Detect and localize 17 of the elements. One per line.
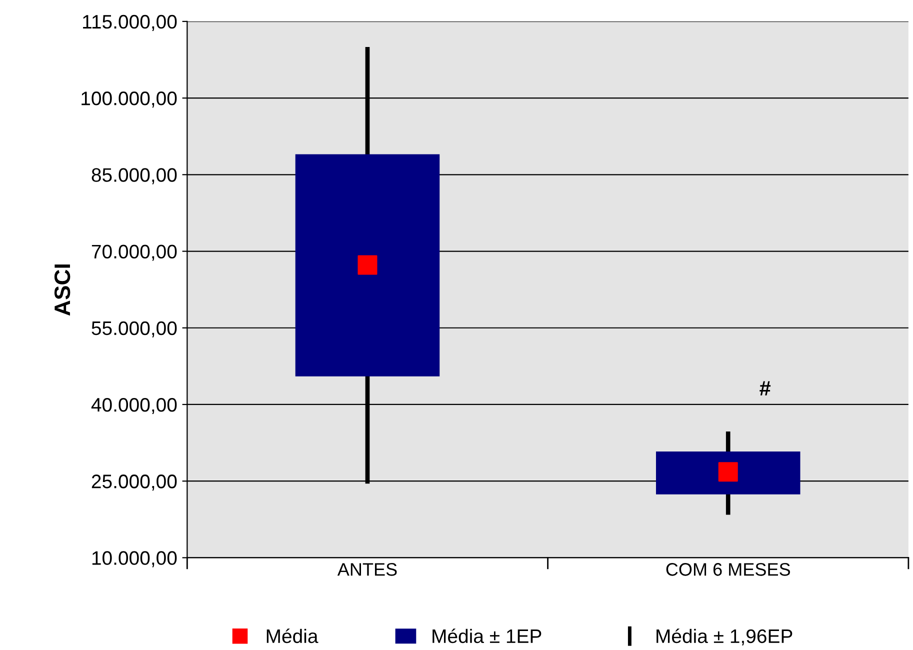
legend-label: Média ± 1EP bbox=[432, 628, 542, 644]
y-tick-label: 40.000,00 bbox=[91, 398, 177, 414]
y-tick-label: 100.000,00 bbox=[82, 92, 177, 108]
y-tick-label: 115.000,00 bbox=[83, 14, 177, 31]
bar bbox=[656, 451, 800, 494]
y-tick-label: 25.000,00 bbox=[92, 474, 177, 491]
y-tick-label: 55.000,00 bbox=[92, 321, 177, 338]
y-tick-label: 70.000,00 bbox=[92, 244, 177, 261]
legend-label: Média ± 1,96EP bbox=[656, 628, 792, 646]
annotation: # bbox=[760, 381, 771, 396]
x-tick-label: COM 6 MESES bbox=[666, 563, 790, 576]
x-tick-label: ANTES bbox=[337, 563, 397, 576]
y-axis-title: ASCI bbox=[54, 264, 70, 316]
y-tick-label: 10.000,00 bbox=[92, 551, 177, 568]
y-tick-label: 85.000,00 bbox=[92, 168, 177, 184]
legend-label: Média bbox=[266, 628, 318, 644]
bar bbox=[295, 154, 440, 376]
